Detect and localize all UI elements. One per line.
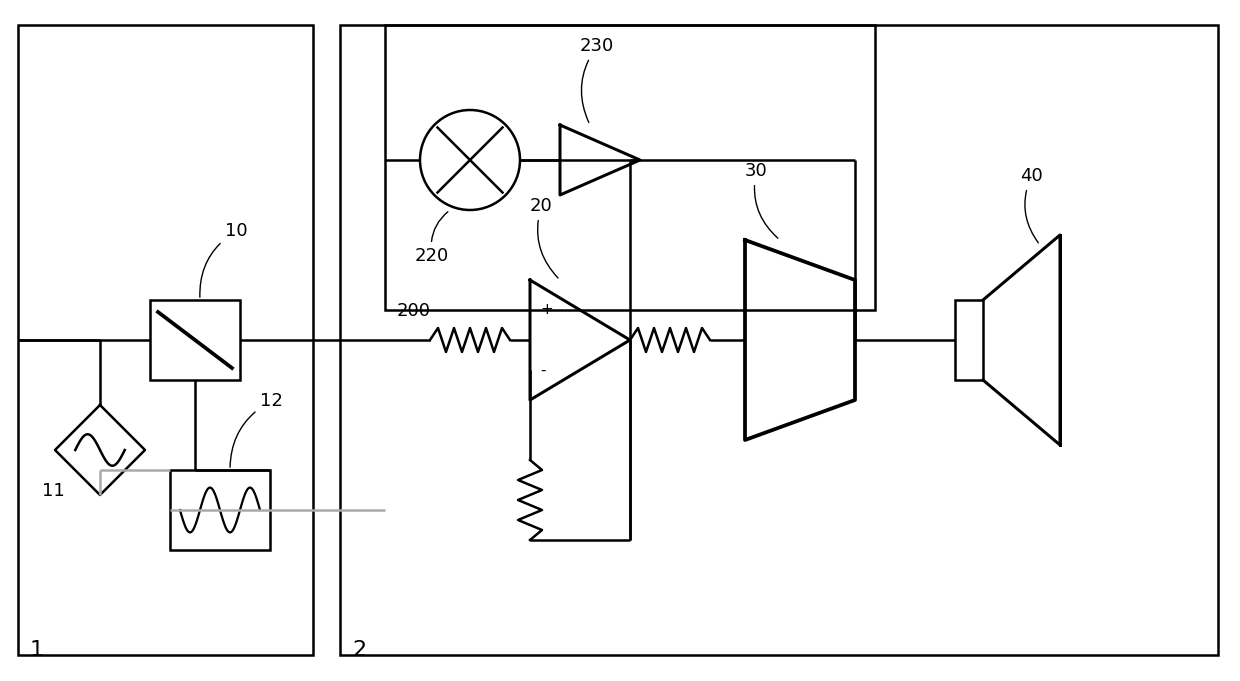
Bar	[384, 25, 875, 310]
Bar	[170, 470, 270, 550]
Bar	[955, 300, 983, 380]
Text: 11: 11	[42, 482, 64, 500]
Text: 230: 230	[580, 37, 614, 123]
Bar	[19, 25, 312, 655]
Text: 200: 200	[397, 302, 432, 320]
Text: 10: 10	[200, 222, 248, 297]
Text: 220: 220	[415, 212, 449, 265]
Bar	[150, 300, 241, 380]
Text: +: +	[539, 302, 553, 317]
Text: -: -	[539, 362, 546, 377]
Bar	[340, 25, 1218, 655]
Text: 2: 2	[352, 640, 366, 660]
Text: 12: 12	[231, 392, 283, 467]
Text: 1: 1	[30, 640, 45, 660]
Text: 30: 30	[745, 162, 777, 238]
Text: 20: 20	[529, 197, 558, 278]
Text: 40: 40	[1021, 167, 1043, 243]
